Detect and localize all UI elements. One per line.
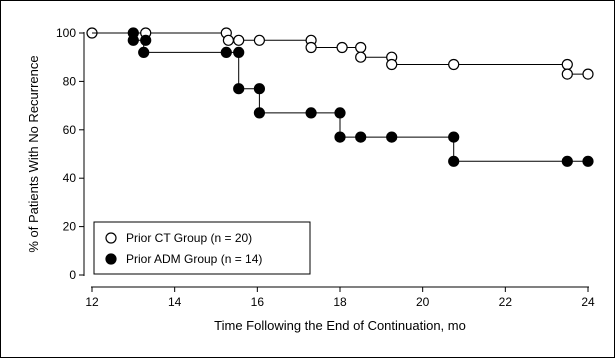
data-point-open [336,41,348,54]
data-point-filled [334,107,346,119]
data-point-open [222,34,234,46]
legend-label-prior-ct: Prior CT Group (n = 20) [126,231,252,245]
legend-marker-filled-circle-icon [105,253,117,265]
series-prior-adm [92,27,594,167]
data-point-filled [127,34,139,46]
data-point-open [561,68,573,80]
legend-label-prior-adm: Prior ADM Group (n = 14) [126,252,262,266]
x-tick-label: 18 [333,295,347,309]
y-tick-label: 60 [63,123,77,137]
data-point-filled [138,46,150,59]
series-line [92,32,588,75]
x-tick-label: 22 [499,295,513,309]
data-point-filled [140,34,152,46]
data-point-filled [386,131,398,143]
x-axis-title: Time Following the End of Continuation, … [214,318,466,333]
data-point-open [233,34,245,46]
x-tick-label: 12 [85,295,99,309]
data-point-filled [253,83,265,95]
y-tick-label: 100 [56,26,76,40]
data-point-open [386,58,398,71]
data-point-filled [233,46,245,59]
legend-marker-open-circle-icon [105,232,117,244]
data-point-open [448,58,460,71]
y-tick-label: 20 [63,220,77,234]
x-tick-label: 20 [416,295,430,309]
y-tick-label: 40 [63,171,77,185]
series-prior-ct [86,27,594,80]
data-point-filled [561,155,573,167]
data-point-filled [582,155,594,167]
data-point-filled [305,107,317,119]
series-layer [86,27,594,167]
data-point-filled [233,83,245,95]
y-tick-label: 0 [69,268,76,282]
data-point-open [253,34,265,46]
x-tick-label: 16 [251,295,265,309]
y-ticks: 0 20 40 60 80 100 [56,26,84,282]
data-point-open [355,41,367,54]
legend: Prior CT Group (n = 20) Prior ADM Group … [93,221,311,275]
data-point-open [355,51,367,63]
x-tick-label: 14 [168,295,182,309]
y-axis-title: % of Patients With No Recurrence [26,55,41,252]
data-point-filled [448,155,460,167]
x-tick-label: 24 [581,295,595,309]
data-point-filled [253,107,265,119]
legend-box [93,221,311,275]
data-point-open [305,41,317,54]
data-point-filled [448,131,460,143]
data-point-filled [334,131,346,143]
y-tick-label: 80 [63,74,77,88]
data-point-filled [220,46,232,59]
data-point-open [561,58,573,71]
x-ticks: 12 14 16 18 20 22 24 [85,287,595,309]
axes: 0 20 40 60 80 100 12 14 16 18 20 22 24 [56,26,595,309]
data-point-filled [355,131,367,143]
data-point-open [582,68,594,80]
